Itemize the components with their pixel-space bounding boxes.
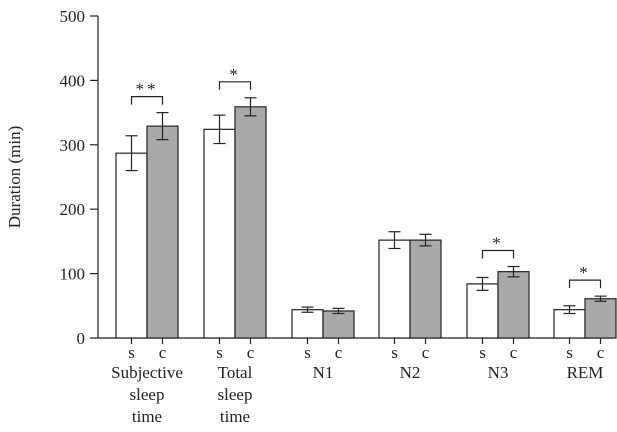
bar-c <box>584 298 617 339</box>
group-label: sleep <box>218 385 253 404</box>
bar-label-s: s <box>391 343 398 362</box>
significance-marker: * <box>492 234 504 253</box>
group-label: time <box>132 407 162 426</box>
group-label: N2 <box>400 363 421 382</box>
bar-label-c: c <box>597 343 605 362</box>
y-tick-label: 100 <box>60 265 86 284</box>
bar-label-s: s <box>304 343 311 362</box>
bar-c <box>409 239 442 339</box>
bar-s <box>466 283 499 339</box>
bar-label-c: c <box>335 343 343 362</box>
axes: 0 100 200 300 400 500 <box>60 7 612 348</box>
bar-label-c: c <box>510 343 518 362</box>
group-label: REM <box>567 363 604 382</box>
group-label: sleep <box>130 385 165 404</box>
significance-bracket <box>130 96 164 105</box>
y-tick-label: 300 <box>60 136 86 155</box>
bar-label-s: s <box>566 343 573 362</box>
bar-label-s: s <box>128 343 135 362</box>
bar-label-s: s <box>216 343 223 362</box>
y-tick-label: 400 <box>60 71 86 90</box>
group-label: Subjective <box>111 363 183 382</box>
significance-marker: * <box>229 65 241 84</box>
significance-bracket <box>218 81 252 90</box>
bars <box>115 81 617 339</box>
significance-bracket <box>568 279 602 289</box>
bar-s <box>115 152 148 339</box>
bar-c <box>497 271 530 339</box>
bar-label-c: c <box>422 343 430 362</box>
y-tick-label: 0 <box>77 329 86 348</box>
significance-marker: * <box>579 263 591 282</box>
bar-s <box>291 309 324 339</box>
bar-c <box>322 310 355 339</box>
y-axis-label: Duration (min) <box>5 126 24 228</box>
group-label: time <box>220 407 250 426</box>
bar-label-s: s <box>479 343 486 362</box>
bar-s <box>378 239 411 339</box>
significance-marker: ** <box>136 80 159 99</box>
bar-c <box>234 106 267 339</box>
y-tick-label: 200 <box>60 200 86 219</box>
group-label: Total <box>218 363 253 382</box>
group-label: N1 <box>313 363 334 382</box>
bar-label-c: c <box>247 343 255 362</box>
bar-c <box>146 125 179 339</box>
group-label: N3 <box>488 363 509 382</box>
significance-bracket <box>481 249 515 259</box>
bar-label-c: c <box>159 343 167 362</box>
bar-s <box>203 128 236 339</box>
y-tick-label: 500 <box>60 7 86 26</box>
